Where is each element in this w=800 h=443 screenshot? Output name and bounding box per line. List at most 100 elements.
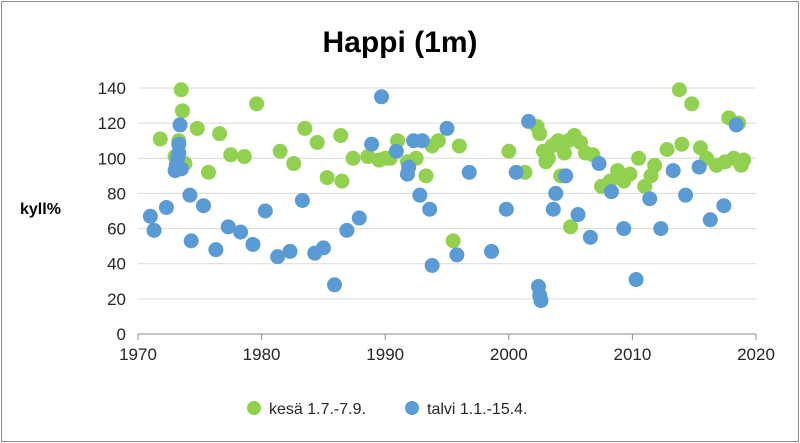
data-point-winter [182, 187, 198, 203]
data-point-winter [483, 243, 499, 259]
data-point-summer [647, 157, 663, 173]
data-point-winter [208, 242, 224, 258]
data-point-summer [309, 134, 325, 150]
data-point-winter [294, 192, 310, 208]
y-tick-label: 140 [98, 79, 126, 98]
x-tick-marks [137, 334, 757, 340]
y-tick-label: 60 [107, 220, 126, 239]
data-point-winter [373, 89, 389, 105]
data-point-winter [412, 187, 428, 203]
data-point-winter [449, 247, 465, 263]
y-tick-label: 120 [98, 114, 126, 133]
data-point-summer [334, 173, 350, 189]
data-point-winter [461, 164, 477, 180]
y-tick-label: 0 [117, 325, 126, 344]
data-point-summer [540, 150, 556, 166]
y-axis-label: kyll% [20, 201, 61, 218]
data-point-winter [173, 161, 189, 177]
legend-marker [247, 401, 261, 415]
data-point-winter [439, 120, 455, 136]
data-point-summer [223, 147, 239, 163]
data-point-winter [327, 277, 343, 293]
data-point-winter [716, 198, 732, 214]
data-point-summer [622, 166, 638, 182]
data-point-winter [282, 243, 298, 259]
data-point-winter [146, 222, 162, 238]
data-point-summer [674, 136, 690, 152]
data-point-summer [236, 149, 252, 165]
data-point-summer [152, 131, 168, 147]
data-point-winter [158, 199, 174, 215]
data-point-summer [345, 150, 361, 166]
data-point-winter [603, 184, 619, 200]
data-point-winter [628, 272, 644, 288]
data-point-winter [339, 222, 355, 238]
data-point-winter [570, 207, 586, 223]
data-point-winter [642, 191, 658, 207]
data-point-winter [533, 293, 549, 309]
data-point-summer [272, 143, 288, 159]
data-point-winter [142, 208, 158, 224]
data-point-summer [333, 127, 349, 143]
data-point-winter [558, 168, 574, 184]
data-point-winter [171, 136, 187, 152]
data-point-winter [616, 221, 632, 237]
data-point-summer [200, 164, 216, 180]
data-point-winter [364, 136, 380, 152]
data-point-winter [422, 201, 438, 217]
legend-label: kesä 1.7.-7.9. [269, 401, 366, 418]
x-tick-label: 1980 [243, 345, 281, 364]
data-point-summer [173, 82, 189, 98]
data-point-winter [315, 240, 331, 256]
data-point-summer [671, 82, 687, 98]
data-point-summer [501, 143, 517, 159]
data-point-winter [665, 163, 681, 179]
y-tick-label: 20 [107, 290, 126, 309]
data-point-winter [257, 203, 273, 219]
data-point-winter [548, 185, 564, 201]
x-tick-label: 1970 [119, 345, 157, 364]
data-point-winter [678, 187, 694, 203]
y-tick-label: 100 [98, 149, 126, 168]
data-point-winter [498, 201, 514, 217]
data-point-winter [582, 229, 598, 245]
gridlines [138, 87, 756, 300]
data-point-winter [545, 201, 561, 217]
data-point-summer [563, 219, 579, 235]
data-point-winter [233, 224, 249, 240]
data-point-winter [424, 257, 440, 273]
data-point-summer [286, 156, 302, 172]
data-point-winter [245, 236, 261, 252]
data-point-winter [183, 233, 199, 249]
y-tick-labels: 0 20 40 60 80 100 120 140 [98, 79, 126, 344]
data-point-summer [556, 145, 572, 161]
chart-title: Happi (1m) [322, 26, 477, 59]
data-point-winter [591, 156, 607, 172]
y-tick-label: 80 [107, 184, 126, 203]
data-point-summer [418, 168, 434, 184]
data-point-summer [189, 120, 205, 136]
data-point-winter [388, 143, 404, 159]
data-points [142, 82, 752, 309]
data-point-summer [631, 150, 647, 166]
legend: kesä 1.7.-7.9. talvi 1.1.-15.4. [247, 401, 528, 418]
data-point-summer [319, 170, 335, 186]
data-point-winter [351, 210, 367, 226]
data-point-winter [508, 164, 524, 180]
x-tick-labels: 1970 1980 1990 2000 2010 2020 [119, 345, 775, 364]
data-point-winter [521, 113, 537, 129]
data-point-summer [430, 133, 446, 149]
x-tick-label: 1990 [366, 345, 404, 364]
legend-marker [405, 401, 419, 415]
y-tick-label: 40 [107, 255, 126, 274]
data-point-summer [532, 126, 548, 142]
data-point-summer [684, 96, 700, 112]
data-point-winter [414, 133, 430, 149]
data-point-summer [445, 233, 461, 249]
data-point-winter [691, 159, 707, 175]
data-point-winter [270, 249, 286, 265]
data-point-summer [212, 126, 228, 142]
x-tick-label: 2000 [490, 345, 528, 364]
